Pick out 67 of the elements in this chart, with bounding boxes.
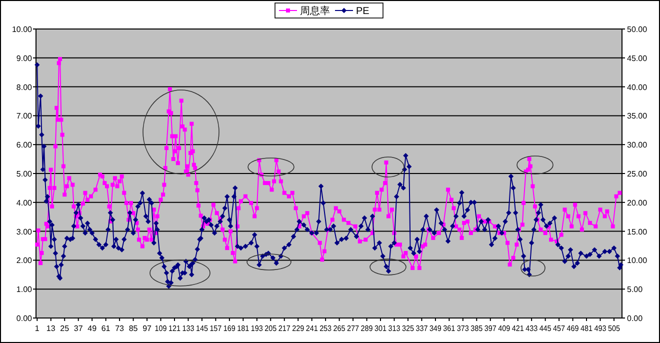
x-tick-label: 73 (115, 324, 125, 333)
y-tick-label: 10.00 (12, 25, 33, 34)
x-tick-label: 97 (142, 324, 152, 333)
x-tick-label: 25 (60, 324, 70, 333)
x-tick-label: 133 (182, 324, 196, 333)
y2-tick-label: 15.00 (627, 227, 648, 236)
y-tick-label: 7.00 (16, 112, 33, 121)
x-tick-label: 169 (223, 324, 237, 333)
x-tick-label: 253 (320, 324, 333, 333)
legend-label: 周息率 (300, 5, 330, 17)
y-tick-label: 4.00 (16, 198, 33, 208)
y-tick-label: 5.00 (16, 170, 33, 178)
y2-tick-label: 35.00 (627, 112, 648, 121)
x-tick-label: 277 (347, 324, 360, 333)
x-tick-label: 241 (306, 324, 320, 333)
y-tick-label: 2.00 (16, 256, 33, 266)
x-tick-label: 301 (374, 324, 388, 333)
x-tick-label: 121 (168, 324, 182, 333)
x-tick-label: 421 (512, 324, 526, 333)
x-tick-label: 109 (154, 324, 168, 333)
x-tick-label: 37 (74, 324, 84, 333)
y-tick-label: 0.00 (16, 314, 33, 323)
x-tick-label: 181 (237, 324, 251, 333)
x-tick-label: 1 (34, 324, 40, 333)
x-tick-label: 469 (566, 324, 580, 333)
y-tick-label: 8.00 (16, 82, 33, 92)
x-tick-label: 313 (388, 324, 402, 333)
x-tick-label: 433 (526, 324, 539, 333)
x-tick-label: 229 (292, 324, 306, 333)
x-tick-label: 481 (580, 324, 594, 333)
x-tick-label: 289 (360, 324, 374, 333)
x-tick-label: 13 (46, 324, 56, 333)
y-tick-label: 6.00 (16, 140, 33, 150)
y2-tick-label: 10.00 (627, 256, 648, 266)
x-tick-label: 445 (539, 324, 553, 333)
y2-tick-label: 45.00 (627, 54, 648, 63)
x-tick-label: 385 (470, 324, 484, 333)
x-tick-label: 349 (429, 324, 443, 333)
y2-tick-label: 50.00 (627, 25, 648, 34)
x-tick-label: 157 (210, 324, 224, 333)
y-tick-label: 3.00 (16, 227, 33, 236)
x-tick-label: 493 (594, 324, 608, 333)
x-tick-label: 397 (484, 324, 498, 333)
y-tick-label: 9.00 (16, 54, 33, 63)
y2-tick-label: 0.00 (627, 314, 644, 323)
x-tick-label: 505 (608, 324, 622, 333)
x-tick-label: 145 (196, 324, 210, 333)
y-tick-label: 1.00 (16, 285, 33, 294)
x-tick-label: 85 (128, 324, 138, 333)
x-tick-label: 265 (333, 324, 347, 333)
y2-tick-label: 25.00 (627, 170, 648, 178)
legend-label: PE (356, 6, 370, 17)
y2-tick-label: 20.00 (627, 198, 648, 208)
x-tick-label: 337 (416, 324, 430, 333)
x-tick-label: 373 (456, 324, 470, 333)
x-tick-label: 49 (88, 324, 98, 333)
x-tick-label: 193 (250, 324, 264, 333)
x-tick-label: 457 (553, 324, 566, 333)
x-tick-label: 409 (498, 324, 512, 333)
x-tick-label: 217 (278, 324, 292, 333)
y2-tick-label: 30.00 (627, 140, 648, 150)
y2-tick-label: 40.00 (627, 82, 648, 92)
x-tick-label: 61 (101, 324, 111, 333)
x-tick-label: 361 (443, 324, 457, 333)
x-tick-label: 325 (402, 324, 416, 333)
y2-tick-label: 5.00 (627, 285, 644, 294)
x-tick-label: 205 (264, 324, 278, 333)
